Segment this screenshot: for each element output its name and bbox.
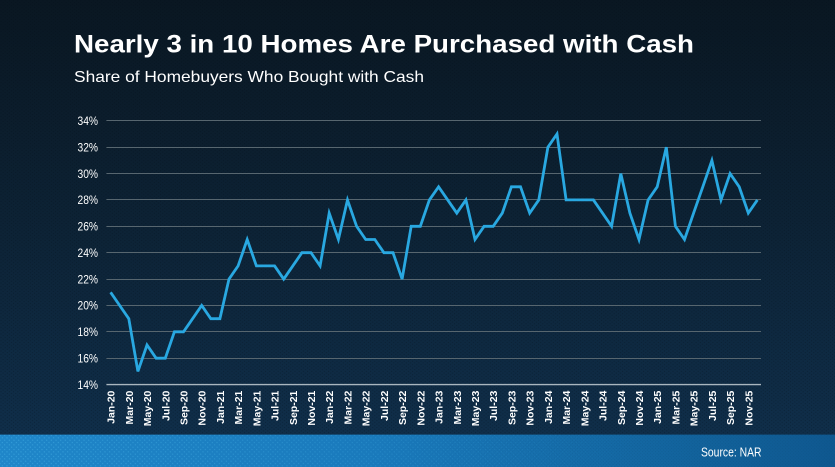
svg-text:34%: 34% — [78, 114, 99, 128]
svg-text:Jul-20: Jul-20 — [160, 390, 172, 421]
svg-text:Jan-22: Jan-22 — [324, 390, 336, 423]
svg-text:Nov-23: Nov-23 — [525, 390, 537, 425]
svg-text:22%: 22% — [78, 272, 99, 286]
svg-text:Mar-20: Mar-20 — [124, 390, 136, 424]
svg-text:20%: 20% — [78, 299, 99, 313]
svg-text:Sep-22: Sep-22 — [397, 390, 409, 425]
svg-text:Jan-25: Jan-25 — [652, 390, 664, 423]
svg-text:24%: 24% — [78, 246, 99, 260]
svg-text:26%: 26% — [78, 220, 99, 234]
svg-text:Mar-21: Mar-21 — [233, 390, 245, 424]
svg-text:Mar-25: Mar-25 — [670, 390, 682, 424]
svg-text:Nov-22: Nov-22 — [415, 390, 427, 425]
svg-text:Mar-22: Mar-22 — [343, 390, 355, 424]
svg-text:May-24: May-24 — [579, 390, 591, 426]
svg-text:Sep-25: Sep-25 — [725, 390, 737, 425]
svg-text:Jan-24: Jan-24 — [543, 390, 555, 423]
svg-text:May-20: May-20 — [142, 390, 154, 426]
svg-text:May-25: May-25 — [689, 390, 701, 426]
svg-text:32%: 32% — [78, 140, 99, 154]
svg-text:Nearly 3 in 10 Homes Are Purch: Nearly 3 in 10 Homes Are Purchased with … — [74, 31, 694, 59]
svg-text:Jul-24: Jul-24 — [598, 390, 610, 421]
svg-text:Nov-21: Nov-21 — [306, 390, 318, 425]
svg-text:May-22: May-22 — [361, 390, 373, 426]
svg-text:30%: 30% — [78, 167, 99, 181]
svg-text:Sep-20: Sep-20 — [179, 390, 191, 425]
svg-text:Jul-25: Jul-25 — [707, 390, 719, 421]
svg-text:Source: NAR: Source: NAR — [701, 445, 762, 459]
svg-text:Sep-23: Sep-23 — [506, 390, 518, 425]
svg-text:Nov-20: Nov-20 — [197, 390, 209, 425]
svg-text:28%: 28% — [78, 193, 99, 207]
svg-text:14%: 14% — [78, 378, 99, 392]
svg-text:Mar-24: Mar-24 — [561, 390, 573, 424]
svg-text:Mar-23: Mar-23 — [452, 390, 464, 424]
svg-text:Jan-21: Jan-21 — [215, 390, 227, 423]
svg-text:Nov-24: Nov-24 — [634, 390, 646, 425]
svg-text:Sep-21: Sep-21 — [288, 390, 300, 425]
svg-text:Jul-23: Jul-23 — [488, 390, 500, 421]
svg-text:Jul-22: Jul-22 — [379, 390, 391, 421]
svg-text:May-21: May-21 — [251, 390, 263, 426]
svg-text:May-23: May-23 — [470, 390, 482, 426]
svg-text:Jan-20: Jan-20 — [106, 390, 118, 423]
svg-text:18%: 18% — [78, 325, 99, 339]
svg-text:Sep-24: Sep-24 — [616, 390, 628, 425]
svg-text:Nov-25: Nov-25 — [743, 390, 755, 425]
svg-text:Share of Homebuyers Who Bought: Share of Homebuyers Who Bought with Cash — [74, 69, 424, 86]
svg-text:16%: 16% — [78, 351, 99, 365]
svg-text:Jan-23: Jan-23 — [434, 390, 446, 423]
svg-text:Jul-21: Jul-21 — [270, 390, 282, 421]
